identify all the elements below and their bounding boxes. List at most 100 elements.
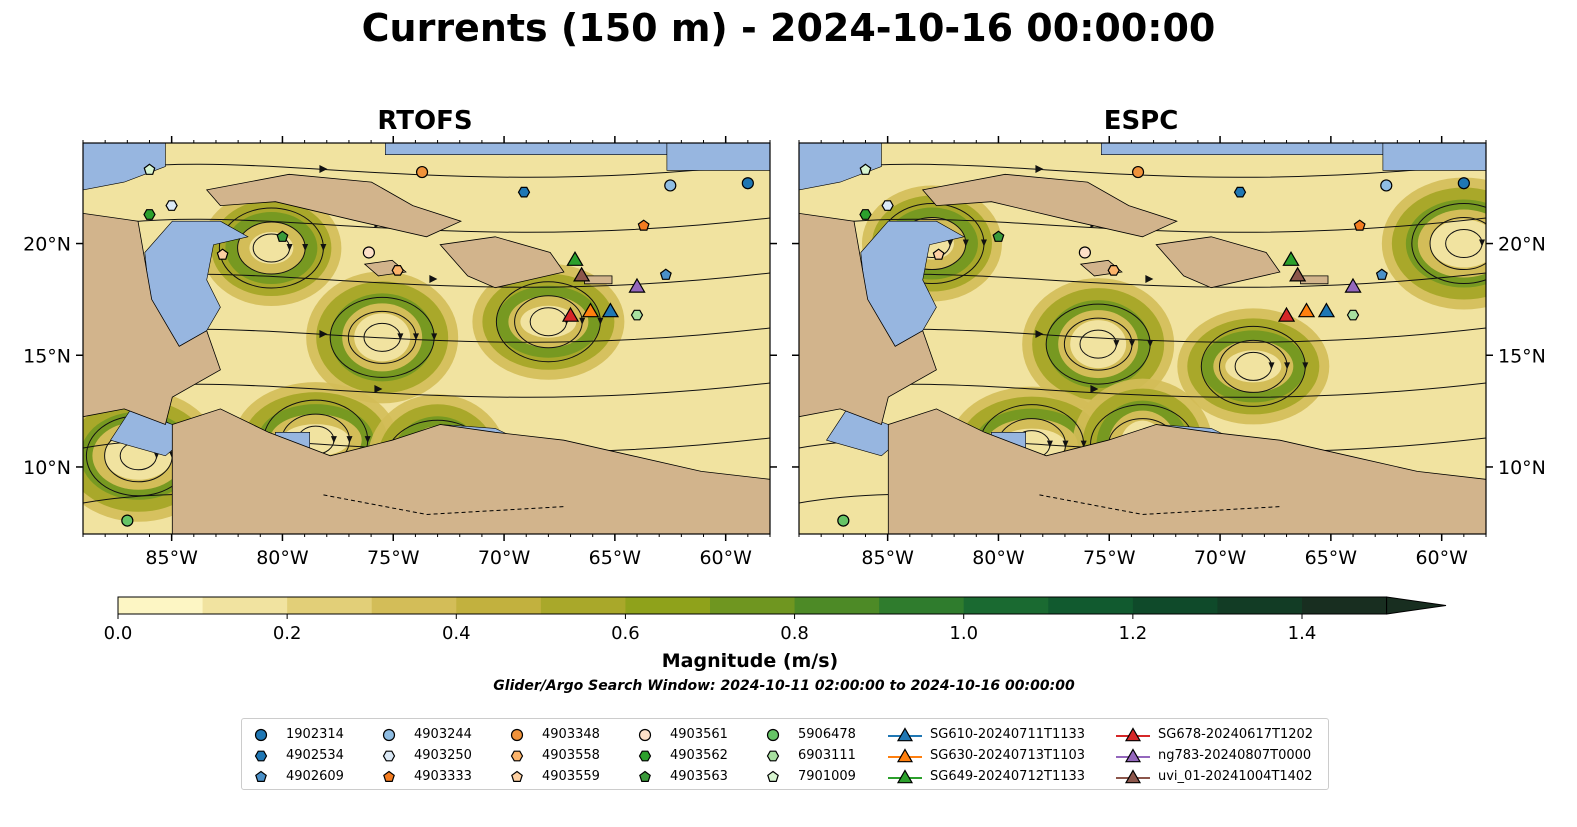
streamline-arrow bbox=[286, 244, 293, 252]
streamline-arrow bbox=[1145, 275, 1154, 283]
legend-marker-hexagon bbox=[638, 750, 652, 762]
colorbar-segment bbox=[625, 597, 711, 614]
colorbar-segment bbox=[456, 597, 542, 614]
colorbar-tick-label: 0.2 bbox=[273, 623, 302, 644]
shallow-water bbox=[1101, 143, 1384, 155]
streamline-arrow bbox=[1080, 440, 1087, 448]
legend-label: 5906478 bbox=[798, 727, 856, 742]
colorbar-extend bbox=[1386, 596, 1447, 615]
platform-4902609 bbox=[659, 268, 672, 280]
colorbar-segment bbox=[540, 597, 626, 614]
legend-marker-hexagon bbox=[254, 750, 268, 762]
legend-marker-hexagon bbox=[510, 750, 524, 762]
platform-4903348 bbox=[415, 165, 429, 179]
platform-SG610-20240711T1133 bbox=[601, 302, 620, 318]
platform-6903111 bbox=[630, 309, 644, 321]
legend-marker-circle bbox=[254, 728, 268, 742]
y-tick-label: 15°N bbox=[23, 345, 71, 367]
colorbar-tick-label: 0.4 bbox=[442, 623, 471, 644]
streamline bbox=[1429, 217, 1486, 271]
legend-marker-hexagon bbox=[766, 750, 780, 762]
platform-4903250 bbox=[165, 200, 178, 211]
platform-SG630-20240713T1103 bbox=[1297, 302, 1316, 318]
streamline-arrow bbox=[1046, 440, 1053, 448]
platform-4902534 bbox=[1233, 186, 1247, 198]
colorbar-segment bbox=[371, 597, 457, 614]
x-tick-label: 80°W bbox=[972, 547, 1025, 569]
platform-6903111 bbox=[1346, 309, 1360, 321]
x-tick-label: 60°W bbox=[699, 547, 752, 569]
legend-symbol bbox=[1124, 769, 1142, 784]
y-tick-label: 10°N bbox=[1498, 457, 1546, 479]
legend-symbol bbox=[254, 728, 268, 742]
legend-symbol bbox=[510, 750, 524, 762]
legend-symbol bbox=[382, 750, 396, 762]
streamline-arrow bbox=[1062, 440, 1069, 448]
legend-marker-pentagon bbox=[511, 770, 523, 782]
platform-4903562 bbox=[143, 209, 156, 220]
colorbar-tick-label: 0.8 bbox=[780, 623, 809, 644]
x-tick-label: 85°W bbox=[145, 547, 198, 569]
platform-uvi_01-20241004T1402 bbox=[573, 266, 591, 282]
legend-symbol bbox=[638, 750, 652, 762]
speed-band bbox=[520, 305, 577, 338]
legend-marker-hexagon bbox=[382, 750, 396, 762]
colorbar-segment bbox=[794, 597, 880, 614]
streamline-arrow bbox=[1035, 165, 1044, 173]
legend-label: 6903111 bbox=[798, 748, 856, 763]
shallow-water bbox=[1382, 143, 1486, 171]
y-tick-label: 20°N bbox=[23, 234, 71, 256]
streamline-arrow bbox=[330, 436, 337, 444]
legend-label: 4903244 bbox=[414, 727, 472, 742]
platform-1902314 bbox=[1457, 177, 1470, 190]
streamline-arrow bbox=[579, 317, 586, 325]
legend-symbol bbox=[766, 750, 780, 762]
streamline-arrow bbox=[431, 333, 438, 341]
platform-4903250 bbox=[881, 200, 894, 211]
platform-4903244 bbox=[664, 179, 677, 192]
platform-4903559 bbox=[932, 248, 945, 260]
platform-4903559 bbox=[216, 248, 229, 260]
streamline-arrow bbox=[1090, 385, 1099, 393]
legend-symbol bbox=[896, 769, 914, 784]
x-tick-label: 60°W bbox=[1415, 547, 1468, 569]
platform-1902314 bbox=[741, 177, 754, 190]
streamline-arrow bbox=[1147, 340, 1154, 348]
colorbar-segment bbox=[710, 597, 796, 614]
x-tick-label: 80°W bbox=[256, 547, 309, 569]
streamline-arrow bbox=[412, 333, 419, 341]
streamline-arrow bbox=[1113, 340, 1120, 348]
colorbar-segment bbox=[963, 597, 1049, 614]
legend-label: 7901009 bbox=[798, 769, 856, 784]
legend-label: 4903562 bbox=[670, 748, 728, 763]
platform-4903561 bbox=[1078, 246, 1091, 259]
legend-marker-triangle bbox=[888, 727, 922, 742]
platform-4903562 bbox=[859, 209, 872, 220]
streamline-arrow bbox=[1035, 330, 1044, 338]
colorbar-tick-label: 1.0 bbox=[949, 623, 978, 644]
x-tick-label: 65°W bbox=[1305, 547, 1358, 569]
legend-symbol bbox=[510, 728, 524, 742]
legend-label: 4903561 bbox=[670, 727, 728, 742]
platform-4903563 bbox=[276, 230, 289, 242]
legend-marker-triangle bbox=[1116, 727, 1150, 742]
colorbar-tick-label: 0.0 bbox=[104, 623, 133, 644]
legend-symbol bbox=[1124, 727, 1142, 742]
colorbar-segment bbox=[287, 597, 373, 614]
platform-5906478 bbox=[837, 514, 850, 527]
streamline-arrow bbox=[597, 317, 604, 325]
platform-4903333 bbox=[637, 219, 650, 231]
shallow-water bbox=[666, 143, 770, 171]
legend-label: 4902609 bbox=[286, 769, 344, 784]
figure-title: Currents (150 m) - 2024-10-16 00:00:00 bbox=[361, 6, 1216, 50]
land bbox=[205, 173, 463, 238]
legend-label: 4903559 bbox=[542, 769, 600, 784]
espc-map: 85°W 80°W 75°W 70°W 65°W 60°W 20°N 15°N 10°N bbox=[792, 136, 1546, 569]
land bbox=[171, 408, 770, 534]
land bbox=[921, 173, 1178, 238]
legend-marker-circle bbox=[766, 728, 780, 742]
platform-7901009 bbox=[859, 163, 872, 175]
colorbar-segment bbox=[1132, 597, 1218, 614]
legend-symbol bbox=[766, 728, 780, 742]
platform-4902534 bbox=[517, 186, 531, 198]
